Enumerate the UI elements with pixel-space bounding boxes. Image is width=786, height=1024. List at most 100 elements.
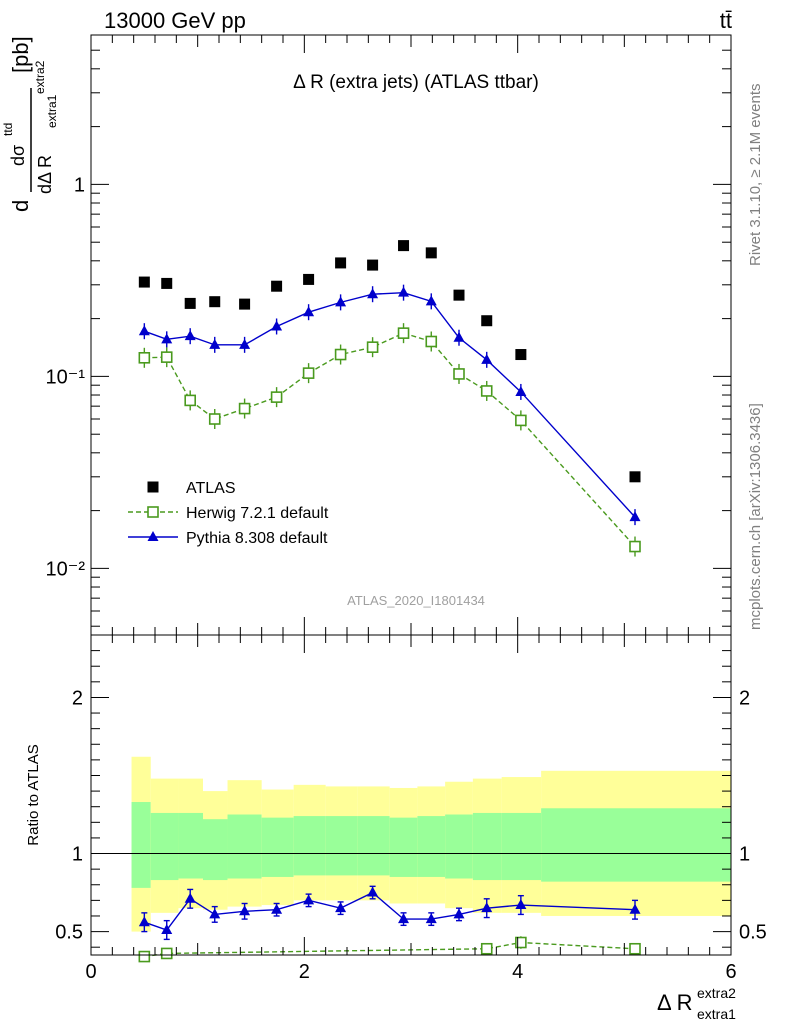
herwig-point	[629, 540, 641, 553]
pythia-point	[398, 286, 410, 297]
ratio-y-tick-label: 2	[72, 687, 83, 709]
herwig-point	[453, 368, 465, 380]
herwig-point	[160, 351, 173, 363]
herwig-point	[302, 367, 315, 379]
ratio-herwig-point	[138, 950, 151, 963]
plot-title: Δ R (extra jets) (ATLAS ttbar)	[293, 72, 539, 93]
ratio-pythia-point	[303, 894, 315, 905]
ratio-pythia-point	[425, 913, 437, 924]
ratio-plot-series	[138, 885, 641, 963]
data-uncertainty-band	[203, 819, 228, 881]
x-label-main: Δ R	[657, 990, 692, 1015]
herwig-point	[515, 414, 527, 427]
atlas-data-point	[335, 257, 347, 269]
ratio-pythia-point	[481, 902, 493, 913]
data-uncertainty-band	[389, 817, 418, 877]
atlas-data-point	[398, 240, 410, 252]
data-uncertainty-band	[357, 816, 390, 876]
data-uncertainty-band	[261, 817, 294, 877]
herwig-point	[270, 391, 283, 403]
data-uncertainty-band	[178, 812, 203, 879]
y-label-d: d	[8, 200, 33, 212]
ratio-pythia-point	[239, 905, 251, 916]
y-tick-label: 10⁻¹	[46, 366, 86, 388]
legend: ATLAS Herwig 7.2.1 default Pythia 8.308 de…	[128, 480, 329, 547]
x-axis-label: Δ R extra2 extra1	[657, 985, 736, 1022]
header-process-label: tt̄	[720, 8, 732, 33]
main-plot-series	[138, 240, 641, 557]
y-label-r-sup: extra2	[33, 60, 47, 94]
ratio-pythia-point	[453, 908, 465, 919]
herwig-point	[184, 394, 196, 407]
data-uncertainty-band	[131, 802, 151, 888]
mcplots-credit-label: mcplots.cern.ch [arXiv:1306.3436]	[747, 403, 764, 630]
herwig-point	[480, 385, 493, 397]
y-tick-label: 1	[74, 174, 85, 196]
pythia-point	[629, 511, 641, 522]
atlas-data-point	[209, 296, 221, 308]
data-uncertainty-band	[417, 816, 446, 877]
x-tick-label: 0	[85, 961, 96, 983]
atlas-data-point	[425, 247, 437, 259]
legend-herwig-label: Herwig 7.2.1 default	[186, 505, 329, 522]
ratio-pythia-point	[629, 903, 641, 914]
pythia-point	[425, 295, 437, 306]
legend-pythia-marker	[147, 531, 159, 541]
herwig-point	[397, 327, 410, 339]
pythia-point	[453, 331, 465, 342]
ratio-pythia-point	[184, 892, 196, 903]
herwig-point	[208, 413, 221, 425]
data-uncertainty-band	[293, 816, 326, 876]
legend-atlas-label: ATLAS	[186, 480, 236, 497]
y-label-r-sub: extra1	[45, 94, 59, 128]
x-label-sub: extra1	[697, 1006, 736, 1022]
analysis-watermark: ATLAS_2020_I1801434	[347, 593, 485, 608]
herwig-point	[366, 341, 379, 353]
ratio-y-tick-label: 0.5	[55, 922, 83, 944]
data-uncertainty-band	[325, 816, 358, 876]
data-uncertainty-band	[501, 812, 542, 881]
ratio-y-tick-label: 1	[72, 844, 83, 866]
x-tick-label: 6	[725, 961, 736, 983]
ratio-herwig-point	[515, 936, 527, 949]
legend-atlas-marker	[147, 481, 159, 493]
pythia-point	[271, 320, 283, 331]
atlas-data-point	[138, 276, 150, 288]
ratio-pythia-point	[138, 916, 150, 927]
atlas-data-point	[629, 471, 641, 483]
atlas-data-point	[271, 280, 283, 292]
legend-herwig-marker	[147, 506, 159, 518]
data-uncertainty-band	[150, 812, 179, 881]
data-uncertainty-band	[472, 812, 502, 881]
ratio-pythia-point	[367, 886, 379, 897]
herwig-point	[238, 402, 251, 415]
pythia-point	[335, 296, 347, 307]
pythia-point	[138, 325, 150, 336]
main-plot-panel: 10⁻² 10⁻¹ 1 Δ R (extra jets) (ATLAS ttbar)…	[46, 34, 732, 636]
ratio-pythia-point	[398, 913, 410, 924]
ratio-y-tick-label-right: 0.5	[739, 922, 767, 944]
pythia-point	[367, 288, 379, 299]
pythia-point	[481, 353, 493, 364]
y-label-dsigma: dσ	[8, 145, 28, 166]
uncertainty-bands	[131, 756, 731, 932]
ratio-herwig-point	[480, 942, 493, 955]
ratio-plot-ticks: 0.5 0.5 1 1 2 2 0 2 4 6	[55, 635, 767, 983]
y-label-dR: dΔ R	[35, 155, 55, 194]
atlas-data-point	[303, 273, 315, 285]
atlas-data-point	[453, 289, 465, 301]
pythia-point	[209, 338, 221, 349]
ratio-herwig-point	[629, 942, 641, 955]
ratio-pythia-point	[335, 902, 347, 913]
y-label-unit: [pb]	[8, 36, 33, 73]
atlas-data-point	[184, 297, 196, 309]
x-label-sup: extra2	[697, 985, 736, 1001]
data-uncertainty-band	[541, 808, 731, 882]
header-energy-label: 13000 GeV pp	[104, 8, 246, 33]
pythia-point	[239, 338, 251, 349]
ratio-pythia-point	[209, 908, 221, 919]
ratio-pythia-point	[515, 899, 527, 910]
y-tick-label: 10⁻²	[46, 558, 86, 580]
herwig-point	[425, 335, 438, 348]
herwig-point	[138, 352, 151, 364]
